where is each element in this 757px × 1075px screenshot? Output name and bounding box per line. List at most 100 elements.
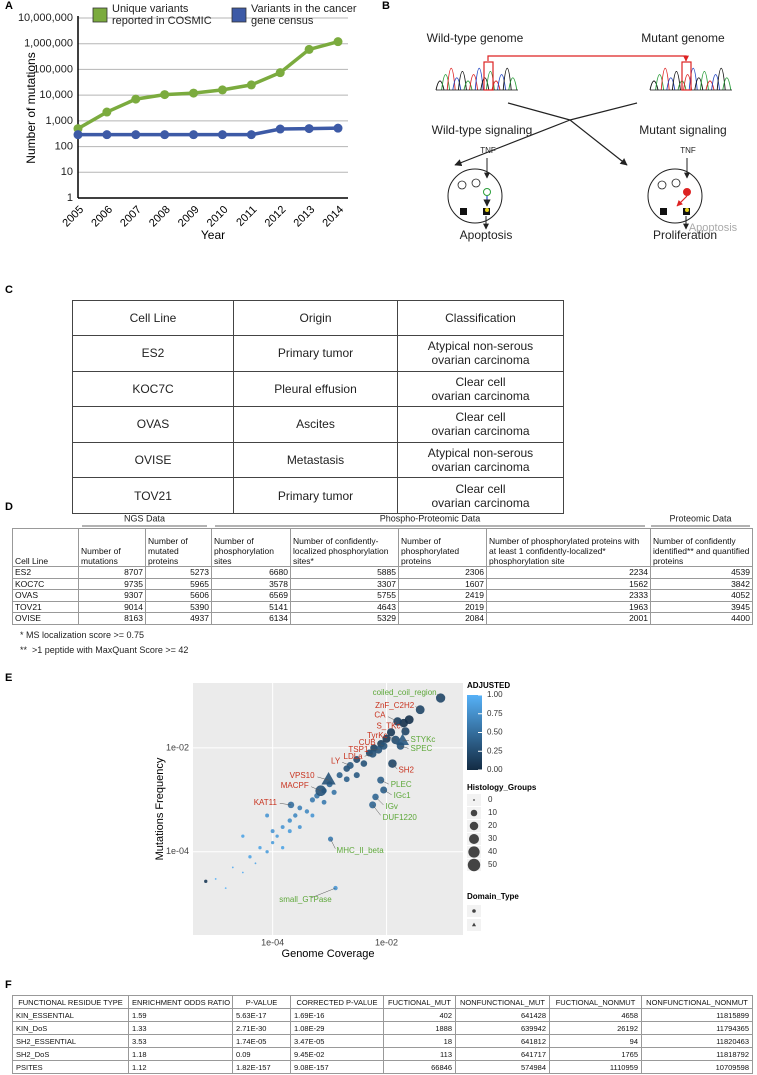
header-cell: Classification xyxy=(397,300,564,336)
cell-line: ovarian carcinoma xyxy=(431,388,530,403)
table-row: SH2_DoS 1.18 0.09 9.45E-02 113 641717 1765 1181… xyxy=(12,1047,753,1061)
table-cell: 4052 xyxy=(650,589,753,602)
table-cell: 1963 xyxy=(486,600,651,613)
line-marker xyxy=(102,107,112,117)
line-marker xyxy=(189,88,199,98)
header-cell: Number of phosphorylation sites xyxy=(211,528,291,567)
table-cell: 1.12 xyxy=(128,1060,233,1074)
line-marker xyxy=(217,130,227,140)
annotation-label: SH2 xyxy=(398,766,414,775)
chromatogram-peak xyxy=(666,77,676,91)
scatter-point xyxy=(415,705,425,715)
table-cell: 4937 xyxy=(145,612,212,625)
table-cell: Clear cell ovarian carcinoma xyxy=(397,370,564,408)
scatter-point xyxy=(353,772,360,779)
header-cell: Number of mutations xyxy=(78,528,146,567)
diagram-label: TNF xyxy=(680,146,696,155)
chromatogram-peak xyxy=(435,80,445,91)
x-tick-label: 2012 xyxy=(263,204,289,230)
diagram-label: Apoptosis xyxy=(460,228,513,242)
table-cell: 3307 xyxy=(290,577,399,590)
scatter-point xyxy=(258,846,262,850)
table-cell: 1888 xyxy=(383,1021,456,1035)
chromatogram-peak xyxy=(469,74,479,91)
table-cell: 9307 xyxy=(78,589,146,602)
size-label: 40 xyxy=(488,847,497,856)
table-cell: 3945 xyxy=(650,600,753,613)
plot-background xyxy=(193,683,463,935)
line-marker xyxy=(131,130,141,140)
y-tick-label: 1e-02 xyxy=(166,742,189,752)
table-row: KIN_ESSENTIAL 1.59 5.63E-17 1.69E-16 402 6414… xyxy=(12,1008,753,1022)
size-key xyxy=(467,858,481,872)
x-tick-label: 2006 xyxy=(89,204,115,230)
chromatogram-peak xyxy=(671,70,681,91)
table-cell: Ascites xyxy=(233,406,398,443)
line-marker xyxy=(304,124,314,134)
annotation-label: coiled_coil_region xyxy=(373,688,437,697)
header-cell: NONFUNCTIONAL_MUT xyxy=(455,995,550,1009)
table-cell: 6134 xyxy=(211,612,291,625)
header-row: FUNCTIONAL RESIDUE TYPE ENRICHMENT ODDS R… xyxy=(12,995,753,1009)
table-cell: ES2 xyxy=(12,566,79,579)
scatter-point xyxy=(248,855,252,859)
table-cell: 11815899 xyxy=(641,1008,753,1022)
table-row: PSITES 1.12 1.82E-157 9.08E-157 66846 574984 1… xyxy=(12,1060,753,1074)
x-axis-title: Genome Coverage xyxy=(282,948,375,960)
mutation-box xyxy=(483,61,494,91)
diagram-label: Proliferation xyxy=(653,228,717,242)
table-cell: Clear cell ovarian carcinoma xyxy=(397,477,564,514)
x-tick-label: 1e-04 xyxy=(261,937,284,947)
table-cell: 1.33 xyxy=(128,1021,233,1035)
shape-key xyxy=(472,909,476,913)
chromatogram-peak xyxy=(457,70,467,91)
flow-line xyxy=(507,102,571,121)
chromatogram-peak xyxy=(452,77,462,91)
table-cell: 2084 xyxy=(398,612,487,625)
annotation-label: S_TKc xyxy=(376,721,400,730)
legend-swatch xyxy=(92,7,108,23)
scatter-point xyxy=(321,799,327,805)
cell-line: Atypical non-serous xyxy=(427,446,534,461)
mutation-box xyxy=(681,61,692,91)
annotation-label: LY xyxy=(331,757,341,766)
x-tick-label: 2007 xyxy=(118,204,144,230)
annotation-leader xyxy=(372,804,381,816)
scatter-point xyxy=(353,755,361,763)
scatter-point xyxy=(287,818,292,823)
line-marker xyxy=(246,80,256,90)
table-cell: 4643 xyxy=(290,600,399,613)
signal-node xyxy=(683,188,691,196)
scatter-point xyxy=(396,742,405,750)
flow-arrow xyxy=(454,119,571,166)
table-cell: 2.71E-30 xyxy=(232,1021,291,1035)
cell xyxy=(647,168,703,224)
annotation-label: CA xyxy=(374,711,386,720)
table-cell: KOC7C xyxy=(12,577,79,590)
annotation-label: IGc1 xyxy=(394,791,411,800)
y-axis-title: Number of mutations xyxy=(24,52,38,163)
line-marker xyxy=(333,37,343,47)
signal-node xyxy=(483,188,491,196)
receptor xyxy=(657,180,667,190)
line-marker xyxy=(304,44,314,54)
scatter-point xyxy=(382,734,391,743)
table-cell: SH2_ESSENTIAL xyxy=(12,1034,129,1048)
table-cell: 1.69E-16 xyxy=(290,1008,384,1022)
group-header: Phospho-Proteomic Data xyxy=(380,513,481,523)
table-cell: Atypical non-serous ovarian carcinoma xyxy=(397,335,564,372)
x-tick-label: 2010 xyxy=(205,204,231,230)
table-cell: 3.47E-05 xyxy=(290,1034,384,1048)
table-cell: 8163 xyxy=(78,612,146,625)
table-cell: 113 xyxy=(383,1047,456,1061)
table-cell: OVAS xyxy=(72,406,234,443)
header-cell: P-VALUE xyxy=(232,995,291,1009)
table-row: OVAS 9307 5606 6569 5755 2419 2333 4052 xyxy=(12,589,753,602)
series-line xyxy=(77,39,339,131)
annotation-leader xyxy=(415,706,421,710)
annotation-label: VPS10 xyxy=(290,771,315,780)
mutation-link xyxy=(487,55,689,62)
header-cell: Cell Line xyxy=(72,300,234,336)
chromatogram-peak xyxy=(441,74,451,91)
